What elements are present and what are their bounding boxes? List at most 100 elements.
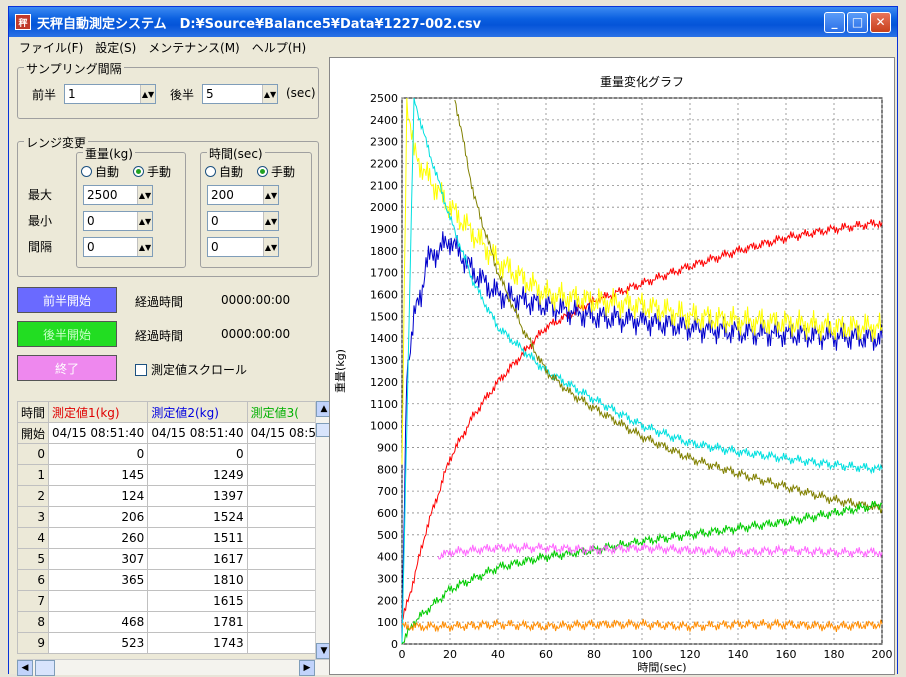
table-cell[interactable]: 1743 [147, 632, 248, 654]
table-cell[interactable] [246, 548, 320, 570]
table-cell[interactable]: 9 [16, 632, 50, 654]
table-cell[interactable]: 0 [16, 443, 50, 465]
table-cell[interactable]: 365 [48, 569, 149, 591]
sampling-unit: (sec) [286, 86, 316, 100]
spinner-arrows-icon[interactable]: ▲▼ [137, 212, 152, 230]
table-cell[interactable] [246, 506, 320, 528]
col-header-time[interactable]: 時間 [16, 401, 50, 423]
checkbox-icon [135, 364, 147, 376]
minimize-icon[interactable]: _ [824, 11, 845, 33]
second-start-button[interactable]: 後半開始 [17, 321, 117, 347]
spinner-arrows-icon[interactable]: ▲▼ [137, 238, 152, 256]
spinner-arrows-icon[interactable]: ▲▼ [263, 238, 278, 256]
weight-interval-spinner[interactable]: 0 ▲▼ [83, 237, 153, 257]
time-min-spinner[interactable]: 0 ▲▼ [207, 211, 279, 231]
table-cell[interactable] [246, 485, 320, 507]
table-cell[interactable]: 0 [147, 443, 248, 465]
manual-label: 手動 [147, 165, 172, 179]
table-cell[interactable]: 5 [16, 548, 50, 570]
table-cell[interactable]: 1781 [147, 611, 248, 633]
time-auto-radio[interactable]: 自動 [205, 163, 243, 180]
table-vertical-scrollbar[interactable]: ▲ ▼ [315, 401, 332, 659]
x-tick-label: 120 [680, 648, 701, 661]
table-cell[interactable]: 04/15 08:51:40 [48, 422, 149, 444]
table-cell[interactable]: 145 [48, 464, 149, 486]
table-cell[interactable]: 1397 [147, 485, 248, 507]
table-cell[interactable]: 1524 [147, 506, 248, 528]
close-icon[interactable]: ✕ [870, 11, 891, 33]
table-cell[interactable] [246, 590, 320, 612]
scroll-down-icon[interactable]: ▼ [316, 643, 332, 659]
spinner-arrows-icon[interactable]: ▲▼ [137, 186, 152, 204]
table-cell[interactable] [246, 464, 320, 486]
col-header-value3[interactable]: 測定値3( [246, 401, 320, 423]
x-tick-label: 60 [539, 648, 553, 661]
spinner-arrows-icon[interactable]: ▲▼ [263, 186, 278, 204]
table-cell[interactable] [48, 590, 149, 612]
weight-auto-radio[interactable]: 自動 [81, 163, 119, 180]
second-interval-value: 5 [206, 87, 214, 101]
col-header-value2[interactable]: 測定値2(kg) [147, 401, 248, 423]
table-cell[interactable]: 1810 [147, 569, 248, 591]
table-cell[interactable]: 7 [16, 590, 50, 612]
table-cell[interactable]: 1511 [147, 527, 248, 549]
table-cell[interactable]: 206 [48, 506, 149, 528]
stop-button[interactable]: 終了 [17, 355, 117, 381]
spinner-arrows-icon[interactable]: ▲▼ [262, 85, 277, 103]
table-cell[interactable]: 8 [16, 611, 50, 633]
table-cell[interactable]: 3 [16, 506, 50, 528]
y-tick-label: 500 [377, 529, 398, 542]
table-cell[interactable]: 開始 [16, 422, 50, 444]
x-tick-label: 80 [587, 648, 601, 661]
table-cell[interactable]: 124 [48, 485, 149, 507]
table-cell[interactable]: 6 [16, 569, 50, 591]
table-cell[interactable]: 307 [48, 548, 149, 570]
table-cell[interactable]: 2 [16, 485, 50, 507]
title-bar[interactable]: 秤 天秤自動測定システム D:¥Source¥Balance5¥Data¥122… [9, 7, 897, 37]
table-cell[interactable]: 1617 [147, 548, 248, 570]
scroll-checkbox[interactable]: 測定値スクロール [135, 361, 247, 378]
weight-max-spinner[interactable]: 2500 ▲▼ [83, 185, 153, 205]
y-tick-label: 1200 [370, 376, 398, 389]
table-cell[interactable]: 4 [16, 527, 50, 549]
menu-settings[interactable]: 設定(S) [95, 40, 137, 55]
time-range-group: 時間(sec) 自動 手動 200 ▲▼ 0 ▲▼ 0 ▲▼ [200, 145, 312, 268]
table-cell[interactable] [246, 611, 320, 633]
spinner-arrows-icon[interactable]: ▲▼ [140, 85, 155, 103]
maximize-icon[interactable]: □ [847, 11, 868, 33]
weight-min-spinner[interactable]: 0 ▲▼ [83, 211, 153, 231]
weight-manual-radio[interactable]: 手動 [133, 163, 171, 180]
table-cell[interactable]: 0 [48, 443, 149, 465]
first-interval-spinner[interactable]: 1 ▲▼ [64, 84, 156, 104]
y-tick-label: 1000 [370, 420, 398, 433]
table-cell[interactable] [246, 443, 320, 465]
table-cell[interactable] [246, 569, 320, 591]
col-header-value1[interactable]: 測定値1(kg) [48, 401, 149, 423]
table-cell[interactable] [246, 632, 320, 654]
chart-title: 重量変化グラフ [600, 74, 684, 89]
table-cell[interactable] [246, 527, 320, 549]
scroll-left-icon[interactable]: ◀ [17, 660, 33, 676]
second-interval-spinner[interactable]: 5 ▲▼ [202, 84, 278, 104]
table-cell[interactable]: 1 [16, 464, 50, 486]
table-cell[interactable]: 1249 [147, 464, 248, 486]
table-cell[interactable]: 1615 [147, 590, 248, 612]
time-title: 時間(sec) [207, 145, 265, 162]
table-cell[interactable]: 523 [48, 632, 149, 654]
table-cell[interactable]: 260 [48, 527, 149, 549]
table-cell[interactable]: 468 [48, 611, 149, 633]
table-cell[interactable]: 04/15 08:51:40 [147, 422, 248, 444]
menu-maintenance[interactable]: メンテナンス(M) [148, 40, 240, 55]
menu-file[interactable]: ファイル(F) [19, 40, 84, 55]
table-horizontal-scrollbar[interactable]: ◀ ▶ [17, 659, 331, 676]
table-cell[interactable]: 04/15 08:5 [246, 422, 320, 444]
spinner-arrows-icon[interactable]: ▲▼ [263, 212, 278, 230]
time-interval-spinner[interactable]: 0 ▲▼ [207, 237, 279, 257]
y-tick-label: 0 [391, 638, 398, 651]
y-tick-label: 1400 [370, 332, 398, 345]
menu-help[interactable]: ヘルプ(H) [251, 40, 307, 55]
first-start-button[interactable]: 前半開始 [17, 287, 117, 313]
time-manual-radio[interactable]: 手動 [257, 163, 295, 180]
time-max-spinner[interactable]: 200 ▲▼ [207, 185, 279, 205]
